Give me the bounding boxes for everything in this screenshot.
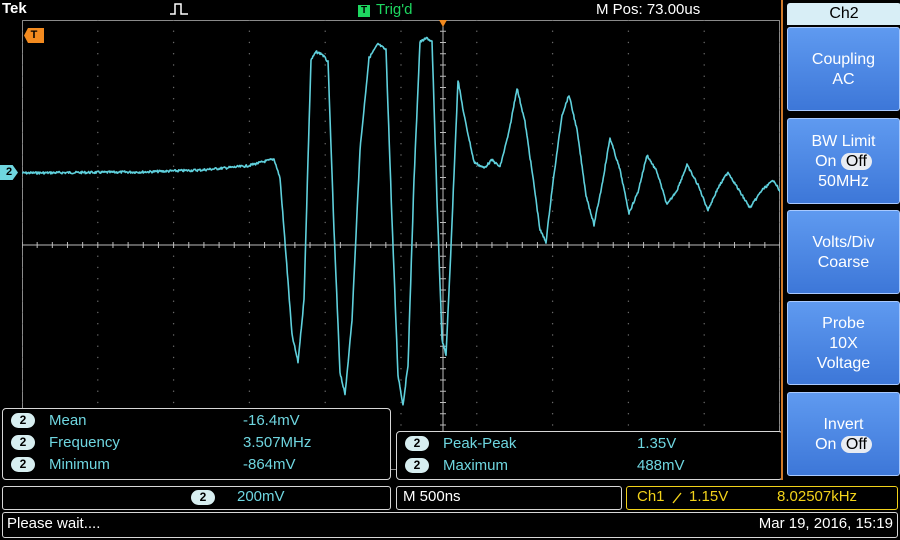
measurement-channel-badge: 2	[11, 435, 35, 450]
measurement-value: -16.4mV	[243, 412, 300, 429]
bw-on-option: On	[815, 153, 837, 170]
trigger-status-text: Trig'd	[376, 1, 413, 18]
trigger-source: Ch1	[637, 488, 665, 505]
probe-type: Voltage	[816, 355, 871, 372]
trigger-marker[interactable]: T	[24, 28, 44, 43]
probe-attenuation: 10X	[829, 335, 858, 352]
invert-button[interactable]: Invert On Off	[787, 392, 900, 476]
measurement-name: Minimum	[49, 456, 110, 473]
measurement-name: Frequency	[49, 434, 120, 451]
measurement-value: 1.35V	[637, 435, 677, 452]
probe-label: Probe	[822, 315, 865, 332]
coupling-button[interactable]: Coupling AC	[787, 27, 900, 111]
horizontal-position: M Pos: 73.00us	[596, 1, 701, 18]
vertical-scale-readout[interactable]: 2 200mV	[2, 486, 391, 510]
trigger-type-icon	[170, 3, 188, 15]
trigger-status: T Trig'd	[358, 1, 412, 18]
horizontal-scale-readout[interactable]: M 500ns	[396, 486, 622, 510]
volts-div-value: Coarse	[817, 254, 870, 271]
trigger-readout[interactable]: Ch1 1.15V 8.02507kHz	[626, 486, 898, 510]
message-bar: Please wait.... Mar 19, 2016, 15:19	[2, 512, 898, 538]
probe-button[interactable]: Probe 10X Voltage	[787, 301, 900, 385]
coupling-value: AC	[832, 71, 855, 88]
measurement-peak-peak: 2 Peak-Peak 1.35V	[405, 435, 676, 455]
bw-limit-button[interactable]: BW Limit On Off 50MHz	[787, 118, 900, 204]
ch2-waveform-trace	[22, 36, 780, 406]
waveform-display[interactable]: 2 T	[0, 20, 780, 470]
bw-off-option: Off	[840, 153, 872, 170]
volts-per-div: 200mV	[237, 488, 285, 505]
waveform-graticule	[22, 20, 780, 470]
menu-title: Ch2	[787, 3, 900, 25]
measurement-channel-badge: 2	[405, 458, 429, 473]
scale-channel-badge: 2	[191, 490, 215, 505]
coupling-label: Coupling	[811, 51, 876, 68]
bw-limit-label: BW Limit	[811, 133, 876, 150]
measurement-value: 3.507MHz	[243, 434, 312, 451]
ch2-ground-marker[interactable]: 2	[0, 165, 18, 180]
measurement-panel-right: 2 Peak-Peak 1.35V 2 Maximum 488mV	[396, 431, 783, 480]
trigger-position-marker	[439, 20, 447, 27]
trigger-status-badge: T	[358, 5, 370, 17]
measurement-name: Mean	[49, 412, 87, 429]
trigger-level: 1.15V	[689, 488, 729, 505]
time-per-div: M 500ns	[403, 488, 461, 505]
brand-logo: Tek	[2, 0, 27, 17]
bw-limit-toggle: On Off	[788, 152, 899, 172]
measurement-minimum: 2 Minimum -864mV	[11, 456, 296, 476]
top-status-bar: Tek T Trig'd M Pos: 73.00us	[0, 0, 780, 20]
invert-toggle: On Off	[788, 435, 899, 455]
measurement-value: -864mV	[243, 456, 296, 473]
invert-on-option: On	[815, 436, 837, 453]
measurement-name: Peak-Peak	[443, 435, 517, 452]
date-time: Mar 19, 2016, 15:19	[758, 515, 893, 532]
invert-off-option: Off	[840, 436, 872, 453]
volts-div-button[interactable]: Volts/Div Coarse	[787, 210, 900, 294]
measurement-channel-badge: 2	[11, 413, 35, 428]
channel-menu: Ch2 Coupling AC BW Limit On Off 50MHz Vo…	[781, 0, 900, 480]
measurement-channel-badge: 2	[405, 436, 429, 451]
measurement-panel-left: 2 Mean -16.4mV 2 Frequency 3.507MHz 2 Mi…	[2, 408, 391, 480]
rising-edge-icon	[672, 492, 682, 504]
invert-label: Invert	[823, 416, 864, 433]
volts-div-label: Volts/Div	[812, 234, 875, 251]
trigger-frequency: 8.02507kHz	[777, 488, 858, 505]
bw-limit-value: 50MHz	[818, 173, 869, 190]
measurement-frequency: 2 Frequency 3.507MHz	[11, 434, 311, 454]
measurement-name: Maximum	[443, 457, 509, 474]
measurement-channel-badge: 2	[11, 457, 35, 472]
status-message: Please wait....	[7, 515, 101, 532]
measurement-mean: 2 Mean -16.4mV	[11, 412, 300, 432]
measurement-value: 488mV	[637, 457, 685, 474]
measurement-maximum: 2 Maximum 488mV	[405, 457, 685, 477]
